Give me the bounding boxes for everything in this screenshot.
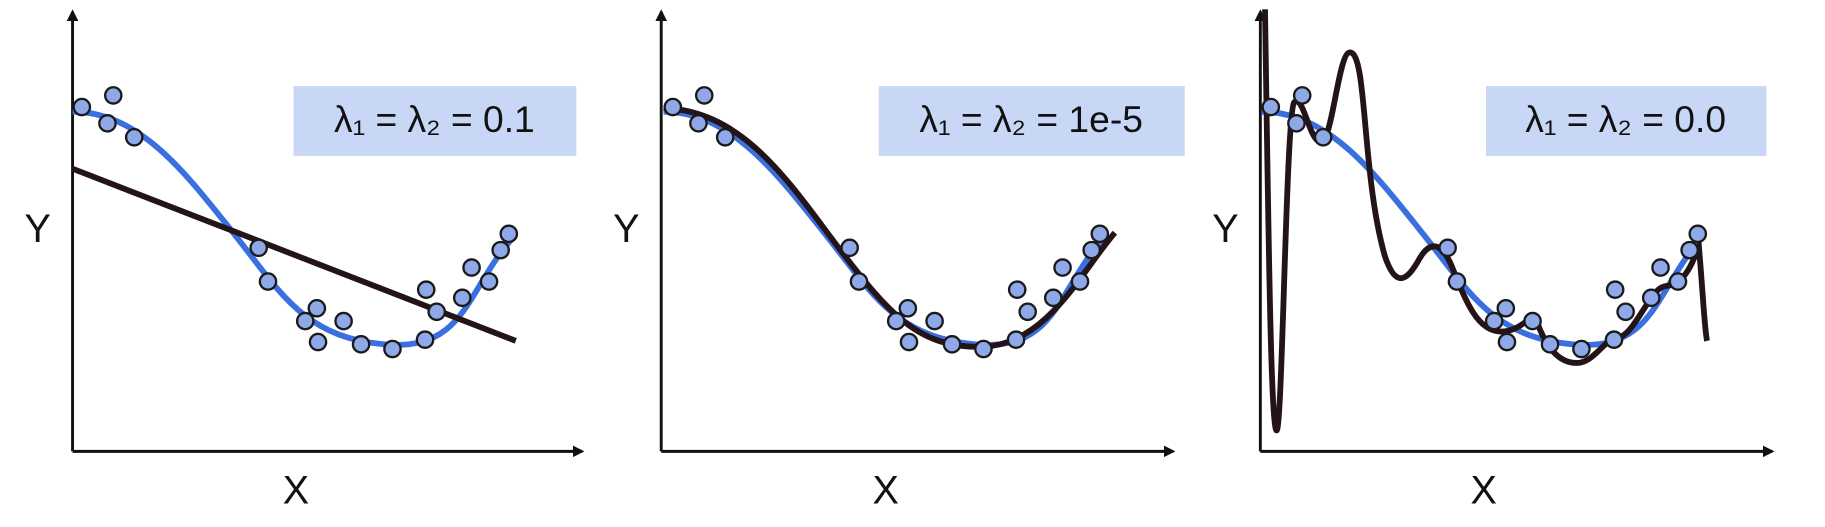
y-label: Y xyxy=(1212,207,1238,251)
fit-curve xyxy=(71,165,517,344)
panel: Y X λ₁ = λ₂ = 0.1 xyxy=(24,9,585,513)
x-label: X xyxy=(873,469,899,513)
y-label: Y xyxy=(613,207,639,251)
panel: Y X λ₁ = λ₂ = 0.0 xyxy=(1212,9,1775,513)
legend-box xyxy=(878,86,1185,156)
legend-text: λ₁ = λ₂ = 0.0 xyxy=(1525,98,1726,140)
legend-text: λ₁ = λ₂ = 1e-5 xyxy=(919,98,1143,140)
y-label: Y xyxy=(24,207,50,251)
legend-box xyxy=(1486,86,1767,156)
panel: Y X λ₁ = λ₂ = 1e-5 xyxy=(613,9,1185,513)
legend-text: λ₁ = λ₂ = 0.1 xyxy=(334,98,535,140)
x-label: X xyxy=(283,469,309,513)
legend-box xyxy=(293,86,577,156)
fit-curve xyxy=(1262,9,1710,434)
x-label: X xyxy=(1471,469,1497,513)
